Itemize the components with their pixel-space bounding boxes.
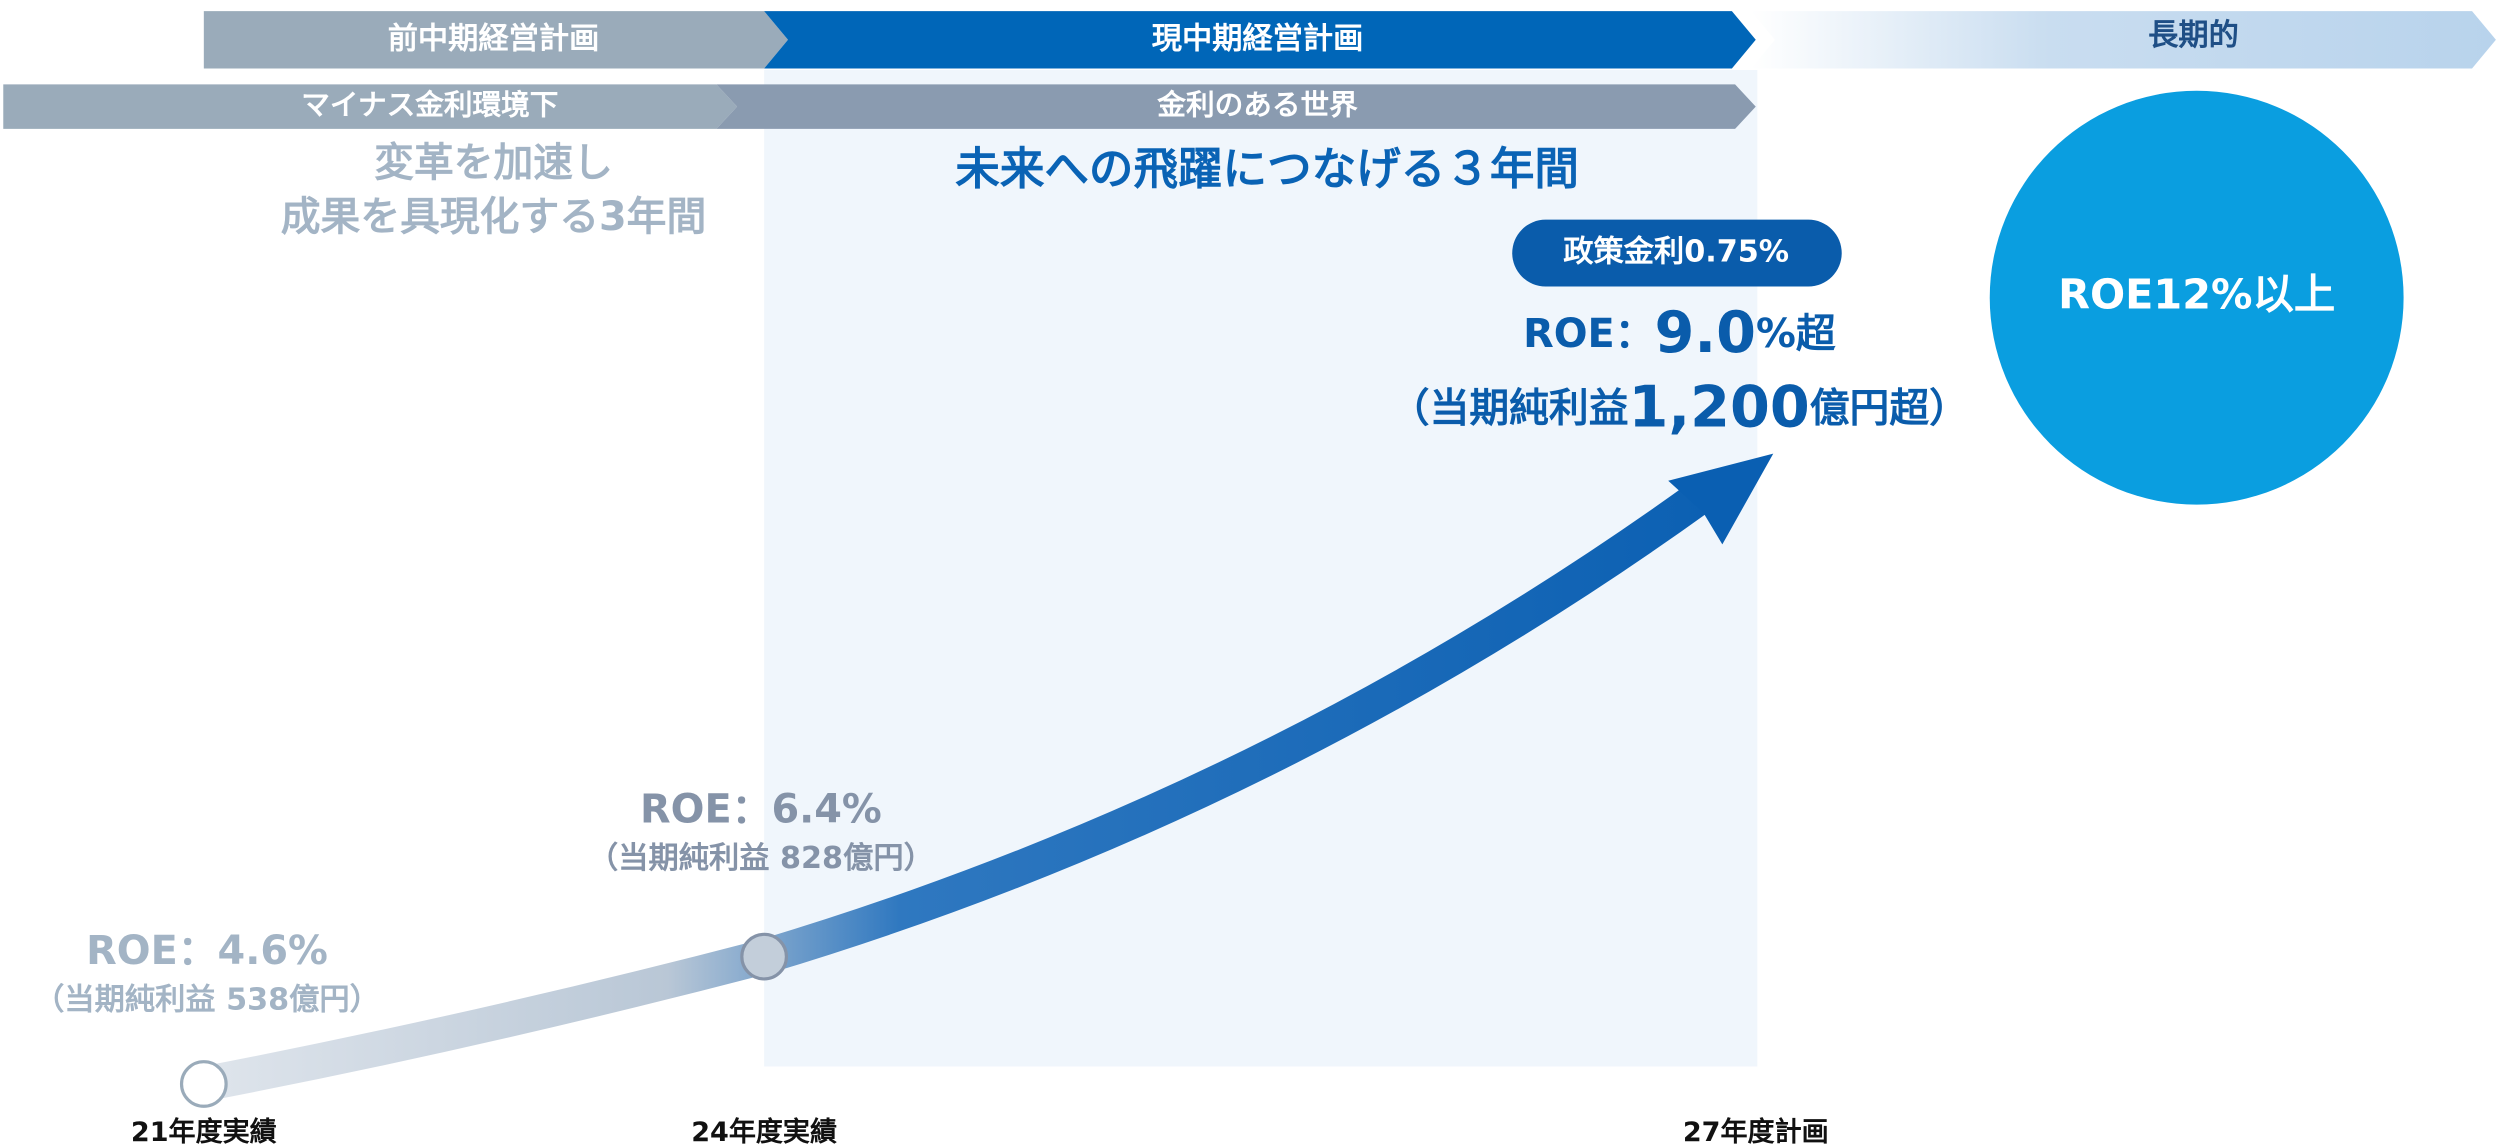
target-roe: ROE：9.0%超 xyxy=(1523,298,1836,365)
roe: ROE：4.6% xyxy=(86,928,328,974)
point-marker xyxy=(740,932,788,981)
text: （当期純利益 xyxy=(1390,385,1629,431)
text: 9.0 xyxy=(1654,298,1756,365)
point-marker xyxy=(179,1060,228,1108)
income: （当期純利益 538億円） xyxy=(34,982,380,1018)
text: 億円超） xyxy=(1810,385,1969,431)
policy-rate: 政策金利0.75% xyxy=(1563,234,1789,270)
prev-theme: 変革を加速し xyxy=(374,140,613,186)
roe: ROE：6.4% xyxy=(640,786,882,832)
income: （当期純利益 828億円） xyxy=(588,840,934,876)
current-env-label: 金利のある世界 xyxy=(1156,88,1358,122)
prev-plan-label: 前中期経営計画 xyxy=(388,20,600,56)
period-label: 21年度実績 xyxy=(131,1116,277,1147)
period-label: 24年度実績 xyxy=(691,1116,837,1147)
prev-theme: 成果を具現化する3年間 xyxy=(281,194,707,240)
long-term-circle xyxy=(1989,90,2404,505)
current-env-bar xyxy=(716,84,1756,129)
long-term-label: 長期的 xyxy=(2148,18,2239,53)
prev-env-label: マイナス金利環境下 xyxy=(301,88,558,122)
text: ROE： xyxy=(1523,310,1654,356)
current-plan-bar xyxy=(764,11,1756,69)
current-theme: 未来への飛躍につなげる３年間 xyxy=(955,143,1579,195)
target-income: （当期純利益1,200億円超） xyxy=(1390,373,1969,440)
long-term-goal: ROE12%以上 xyxy=(2058,271,2335,319)
long-term-bar xyxy=(1750,11,2496,69)
prev-env-bar xyxy=(3,84,738,129)
current-plan-label: 現中期経営計画 xyxy=(1152,20,1364,56)
policy-rate-pill xyxy=(1512,219,1842,287)
period-label: 27年度計画 xyxy=(1683,1116,1829,1147)
arrow-head xyxy=(1668,453,1774,545)
text: %超 xyxy=(1756,310,1836,356)
growth-curve xyxy=(200,482,1711,1102)
prev-plan-bar xyxy=(203,11,788,69)
text: 1,200 xyxy=(1629,373,1810,440)
